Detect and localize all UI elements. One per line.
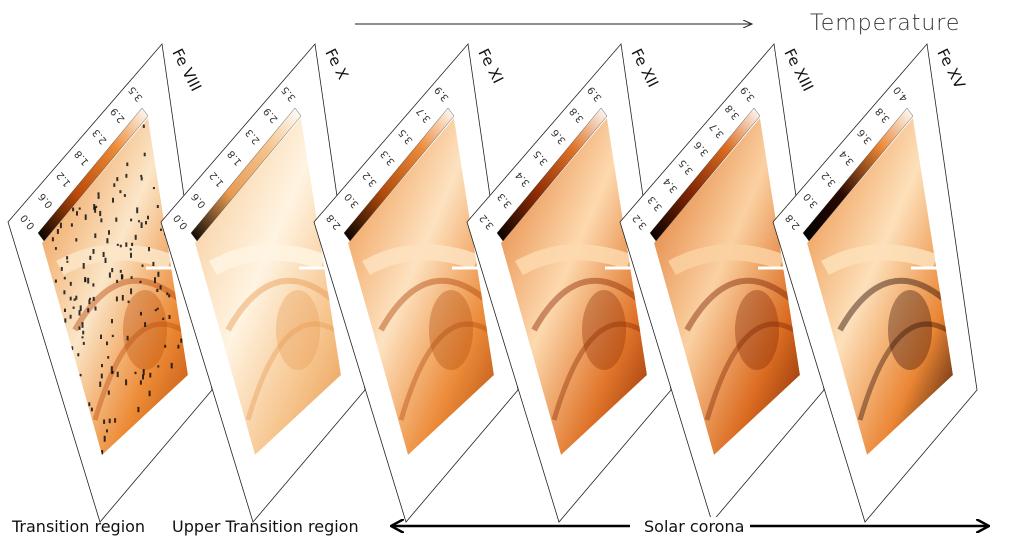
colorbar (343, 107, 455, 242)
emission-map (654, 118, 800, 455)
ion-label: Fe XI (474, 46, 507, 87)
ion-panel: 2.83.03.23.33.53.73.9Fe XI (313, 43, 519, 523)
upper-transition-region-label: Upper Transition region (172, 517, 359, 536)
temperature-label: Temperature (810, 11, 961, 36)
ion-label: Fe VIII (168, 46, 205, 95)
emission-map (807, 118, 953, 455)
colorbar (496, 107, 608, 242)
ion-panel: 0.00.61.21.82.32.93.5 Fe VIII (7, 43, 213, 523)
colorbar (649, 107, 761, 242)
emission-map (42, 118, 188, 455)
transition-region-label: Transition region (12, 517, 146, 536)
ion-label: Fe XII (627, 46, 662, 91)
colorbar (190, 107, 302, 242)
solar-corona-label: Solar corona (638, 517, 751, 536)
ion-panel: 3.23.33.43.53.63.73.83.9 Fe XIII (619, 43, 825, 523)
emission-map (195, 118, 341, 455)
ion-panel: 2.83.03.23.43.63.84.0Fe XV (772, 43, 978, 523)
emission-map (348, 118, 494, 455)
colorbar (802, 107, 914, 242)
ion-label: Fe XV (933, 46, 969, 93)
ion-label: Fe XIII (780, 46, 817, 95)
ion-panel: 0.00.61.21.82.32.93.5Fe X (160, 43, 366, 523)
colorbar (37, 107, 149, 242)
ion-label: Fe X (321, 46, 352, 83)
emission-map (501, 118, 647, 455)
ion-panel: 3.23.33.43.53.63.83.9Fe XII (466, 43, 672, 523)
